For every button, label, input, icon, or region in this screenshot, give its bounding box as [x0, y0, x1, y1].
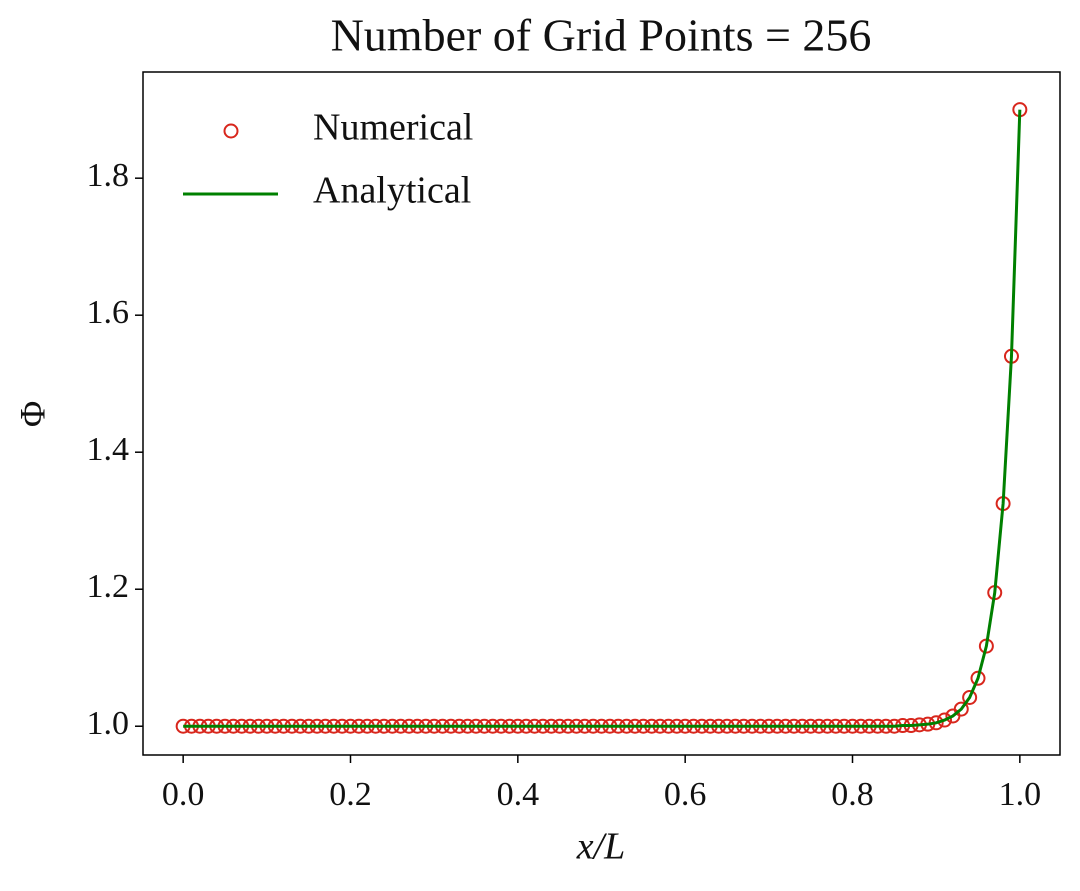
y-tick-label: 1.0	[87, 705, 130, 742]
y-tick-label: 1.6	[87, 294, 130, 331]
y-tick-label: 1.8	[87, 157, 130, 194]
data-point	[937, 712, 953, 728]
y-tick-label: 1.4	[87, 431, 130, 468]
x-axis-label: x/L	[576, 826, 626, 868]
y-axis-label: Φ	[12, 401, 52, 427]
data-point	[953, 701, 969, 717]
legend-marker	[223, 123, 239, 139]
legend-label: Numerical	[313, 107, 473, 149]
chart-title: Number of Grid Points = 256	[331, 10, 872, 61]
y-tick-label: 1.2	[87, 568, 130, 605]
x-tick-label: 1.0	[999, 776, 1042, 813]
legend-label: Analytical	[313, 170, 471, 212]
x-tick-label: 0.6	[664, 776, 707, 813]
data-line	[183, 109, 1022, 728]
x-tick-label: 0.8	[831, 776, 874, 813]
data-point	[962, 689, 978, 705]
x-tick-label: 0.4	[497, 776, 540, 813]
x-tick-label: 0.0	[162, 776, 205, 813]
x-tick-label: 0.2	[329, 776, 372, 813]
data-point	[970, 670, 986, 686]
plot-frame	[142, 71, 1061, 756]
